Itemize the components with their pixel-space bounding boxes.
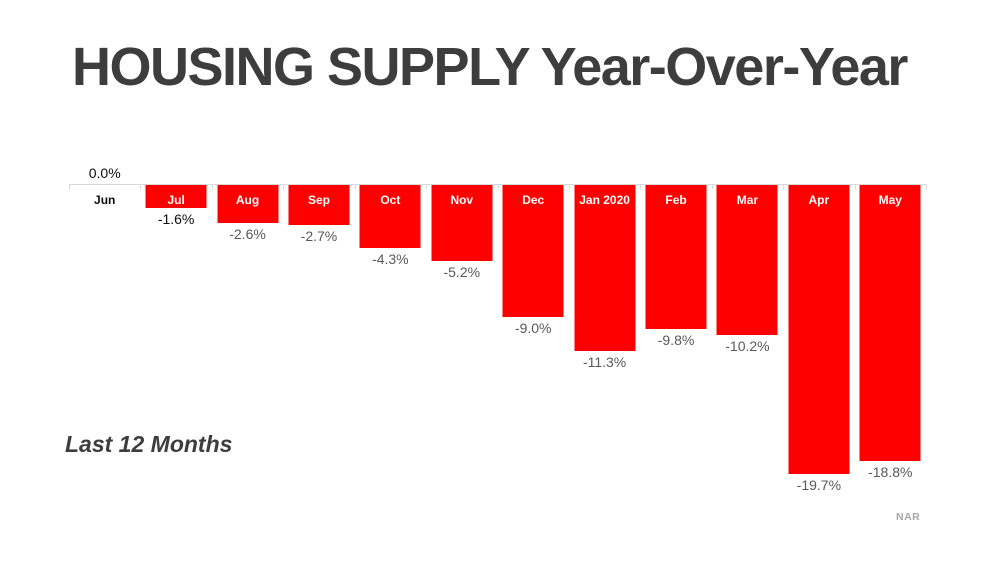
bar-apr	[788, 185, 850, 474]
category-label-sep: Sep	[307, 193, 330, 207]
bar-jan-2020	[574, 185, 636, 351]
axis-tick	[355, 184, 356, 189]
axis-tick	[283, 184, 284, 189]
x-axis-line	[69, 184, 926, 185]
category-label-apr: Apr	[808, 193, 830, 207]
axis-tick	[926, 184, 927, 189]
category-label-jun: Jun	[94, 193, 116, 207]
bar-slot-jan-2020: Jan 2020 -11.3%	[569, 184, 640, 514]
value-label-jun: 0.0%	[88, 165, 121, 181]
value-label-apr: -19.7%	[796, 477, 842, 493]
category-label-jul: Jul	[167, 193, 185, 207]
bar-slot-jun: Jun 0.0%	[69, 165, 140, 514]
bar-dec	[502, 185, 564, 317]
value-label-nov: -5.2%	[443, 264, 481, 280]
category-label-mar: Mar	[736, 193, 759, 207]
value-label-jan-2020: -11.3%	[582, 354, 627, 370]
bar-slot-feb: Feb -9.8%	[640, 184, 711, 514]
value-label-feb: -9.8%	[657, 332, 695, 348]
chart-annotation: Last 12 Months	[65, 431, 233, 457]
bar-slot-aug: Aug -2.6%	[212, 184, 283, 514]
value-label-mar: -10.2%	[725, 338, 770, 354]
axis-tick	[640, 184, 641, 189]
category-label-feb: Feb	[665, 193, 687, 207]
value-label-oct: -4.3%	[372, 251, 409, 267]
axis-tick	[498, 184, 499, 189]
axis-tick	[712, 184, 713, 189]
category-label-jan-2020: Jan 2020	[579, 193, 630, 207]
plot-area: Jun 0.0% Jul -1.6% Aug -2.6% Sep -2.7% Oct -4.3% N…	[69, 165, 927, 514]
axis-tick	[212, 184, 213, 189]
bar-sep	[288, 185, 350, 225]
axis-tick	[69, 184, 70, 189]
value-label-jul: -1.6%	[157, 211, 195, 227]
bar-slot-nov: Nov -5.2%	[426, 184, 497, 514]
category-label-dec: Dec	[522, 193, 545, 207]
axis-tick	[140, 184, 141, 189]
value-label-dec: -9.0%	[514, 320, 552, 336]
bar-aug	[217, 185, 279, 223]
category-label-nov: Nov	[450, 193, 474, 207]
bar-slot-jul: Jul -1.6%	[140, 184, 211, 514]
axis-tick	[426, 184, 427, 189]
bar-slot-dec: Dec -9.0%	[498, 184, 569, 514]
category-label-oct: Oct	[380, 193, 401, 207]
bar-feb	[645, 185, 707, 329]
category-label-aug: Aug	[235, 193, 260, 207]
chart-title: HOUSING SUPPLY Year-Over-Year	[72, 37, 908, 97]
source-credit: NAR	[896, 511, 921, 523]
bar-jul	[145, 185, 207, 208]
value-label-sep: -2.7%	[300, 228, 338, 244]
bar-nov	[431, 185, 493, 261]
bar-slot-may: May -18.8%	[855, 184, 926, 514]
bar-slot-apr: Apr -19.7%	[783, 184, 854, 514]
bar-slot-sep: Sep -2.7%	[283, 184, 354, 514]
axis-tick	[569, 184, 570, 189]
bar-slot-mar: Mar -10.2%	[712, 184, 783, 514]
axis-tick	[783, 184, 784, 189]
bar-slot-oct: Oct -4.3%	[355, 184, 426, 514]
bar-may	[859, 185, 921, 461]
value-label-may: -18.8%	[868, 464, 913, 480]
bar-oct	[359, 185, 421, 248]
category-label-may: May	[878, 193, 902, 207]
value-label-aug: -2.6%	[229, 226, 266, 242]
axis-tick	[855, 184, 856, 189]
bar-mar	[716, 185, 778, 335]
